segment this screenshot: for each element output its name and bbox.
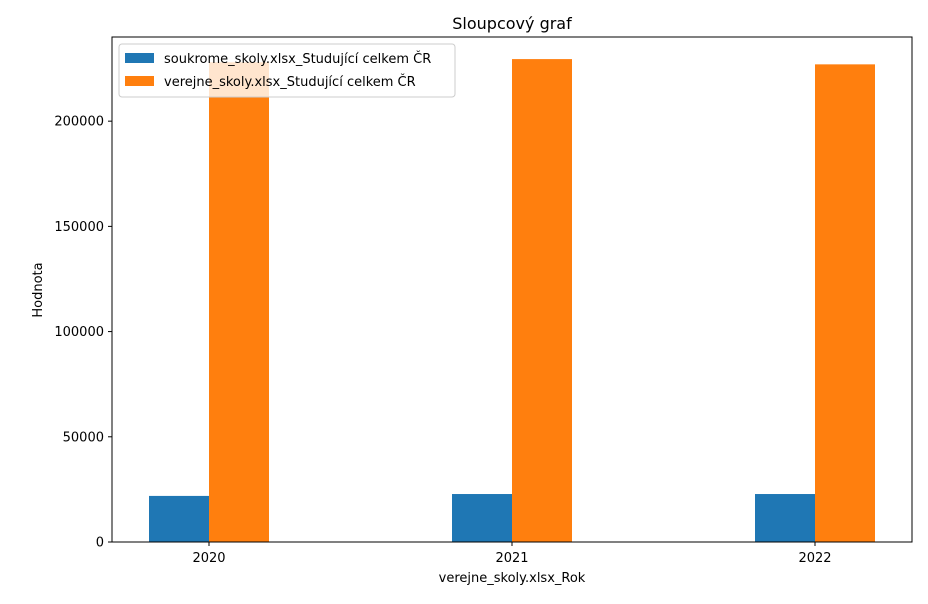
bar-verejne-2020 [209,62,269,542]
y-tick-label: 150000 [54,220,104,235]
x-tick-label: 2021 [495,551,528,566]
chart-title: Sloupcový graf [452,14,572,33]
y-axis-label: Hodnota [31,262,46,317]
legend-label: verejne_skoly.xlsx_Studující celkem ČR [164,74,416,90]
bar-soukrome-2022 [755,494,815,542]
y-tick-label: 200000 [54,115,104,130]
bar-soukrome-2021 [452,494,512,542]
x-axis-label: verejne_skoly.xlsx_Rok [439,571,586,586]
bar-verejne-2021 [512,59,572,542]
legend-swatch [125,53,154,63]
legend-box [118,43,456,98]
bar-soukrome-2020 [149,495,209,542]
plot-area: 0 50000 100000 150000 200000 2020 2021 2022 [54,36,913,566]
x-tick-label: 2022 [798,551,831,566]
y-tick-label: 0 [96,536,104,551]
legend-swatch [125,76,154,86]
legend-label: soukrome_skoly.xlsx_Studující celkem ČR [164,51,431,67]
bar-verejne-2022 [815,64,875,543]
y-tick-label: 100000 [54,325,104,340]
x-tick-label: 2020 [192,551,225,566]
legend: soukrome_skoly.xlsx_Studující celkem ČR v… [118,43,456,98]
y-tick-label: 50000 [63,430,104,445]
